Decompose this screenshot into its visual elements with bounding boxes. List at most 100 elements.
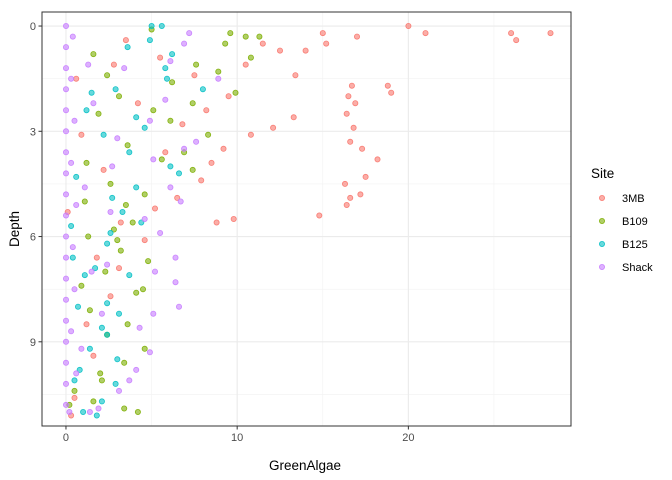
data-point <box>141 345 148 352</box>
data-point <box>345 93 352 100</box>
data-point <box>141 215 148 222</box>
data-point <box>100 131 107 138</box>
data-point <box>247 131 254 138</box>
data-point <box>350 124 357 131</box>
x-tick-label: 0 <box>63 432 69 444</box>
data-point <box>71 394 78 401</box>
data-point <box>90 352 97 359</box>
legend-item-b125: B125 <box>599 239 648 251</box>
data-point <box>138 219 145 226</box>
data-point <box>104 240 111 247</box>
data-point <box>83 321 90 328</box>
data-point <box>347 194 354 201</box>
data-point <box>114 237 121 244</box>
data-point <box>374 156 381 163</box>
data-point <box>162 149 169 156</box>
data-point <box>134 100 141 107</box>
data-point <box>388 89 395 96</box>
data-point <box>146 37 153 44</box>
data-point <box>95 110 102 117</box>
data-point <box>270 124 277 131</box>
data-point <box>163 75 170 82</box>
data-point <box>73 370 80 377</box>
y-tick-label: 6 <box>30 232 36 244</box>
data-point <box>68 159 75 166</box>
data-point <box>116 265 123 272</box>
data-point <box>107 180 114 187</box>
data-point <box>126 149 133 156</box>
data-point <box>63 296 70 303</box>
data-point <box>181 145 188 152</box>
data-point <box>69 254 76 261</box>
data-point <box>109 163 116 170</box>
data-point <box>323 40 330 47</box>
data-point <box>319 30 326 37</box>
data-point <box>129 219 136 226</box>
data-point <box>347 138 354 145</box>
data-point <box>116 310 123 317</box>
data-point <box>186 30 193 37</box>
data-point <box>93 412 100 419</box>
data-point <box>78 345 85 352</box>
data-point <box>259 40 266 47</box>
data-point <box>63 86 70 93</box>
data-point <box>141 191 148 198</box>
legend-key <box>599 240 606 247</box>
data-point <box>95 405 102 412</box>
data-point <box>205 131 212 138</box>
data-point <box>110 226 117 233</box>
legend-label: B125 <box>622 239 648 251</box>
legend-item-b109: B109 <box>599 216 648 228</box>
y-tick-label: 9 <box>30 337 36 349</box>
data-point <box>63 275 70 282</box>
data-point <box>88 89 95 96</box>
data-point <box>81 272 88 279</box>
data-point <box>220 145 227 152</box>
data-point <box>405 22 412 29</box>
data-point <box>66 408 73 415</box>
data-point <box>119 208 126 215</box>
data-point <box>75 303 82 310</box>
data-point <box>141 124 148 131</box>
data-point <box>86 345 93 352</box>
data-point <box>146 349 153 356</box>
data-point <box>203 107 210 114</box>
data-point <box>198 177 205 184</box>
series-shack <box>63 22 222 415</box>
grid-minor <box>42 12 571 426</box>
data-point <box>63 212 70 219</box>
data-point <box>177 198 184 205</box>
data-point <box>98 377 105 384</box>
data-point <box>63 254 70 261</box>
data-point <box>85 61 92 68</box>
data-point <box>276 47 283 54</box>
y-axis-ticks: 0 3 6 9 <box>30 21 42 349</box>
data-point <box>167 117 174 124</box>
data-point <box>81 198 88 205</box>
data-point <box>348 82 355 89</box>
data-point <box>83 159 90 166</box>
y-tick-label: 3 <box>30 126 36 138</box>
data-point <box>112 86 119 93</box>
data-point <box>148 22 155 29</box>
legend-item-3mb: 3MB <box>599 193 645 205</box>
legend-key <box>599 217 606 224</box>
data-point <box>98 324 105 331</box>
data-point <box>121 359 128 366</box>
data-point <box>63 22 70 29</box>
data-point <box>100 166 107 173</box>
data-point <box>69 33 76 40</box>
x-tick-label: 20 <box>402 432 414 444</box>
data-point <box>63 317 70 324</box>
data-point <box>199 86 206 93</box>
data-point <box>158 156 165 163</box>
data-point <box>110 61 117 68</box>
data-point <box>122 201 129 208</box>
data-point <box>114 356 121 363</box>
data-point <box>151 268 158 275</box>
data-point <box>71 387 78 394</box>
data-point <box>359 145 366 152</box>
data-point <box>353 33 360 40</box>
data-point <box>116 93 123 100</box>
data-point <box>133 114 140 121</box>
